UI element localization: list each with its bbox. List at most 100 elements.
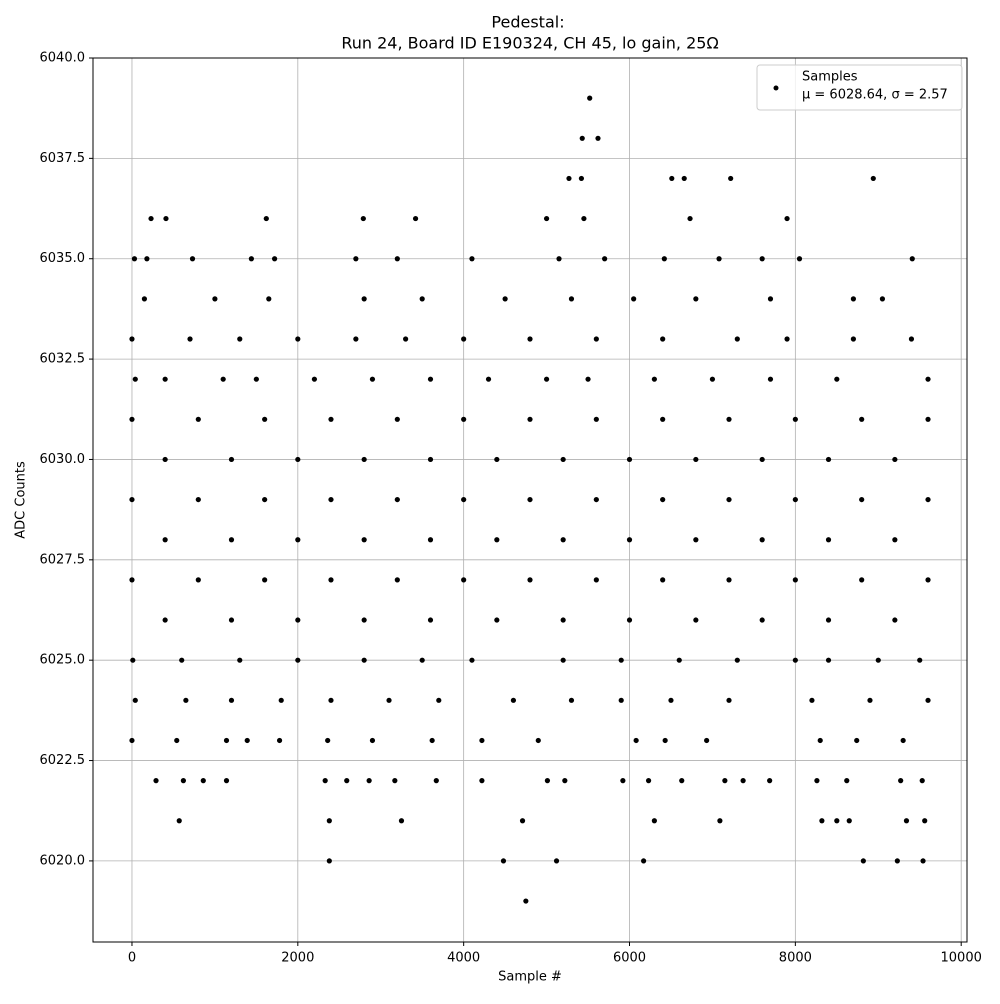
point — [693, 617, 699, 623]
point — [925, 416, 931, 422]
legend-box — [756, 64, 963, 111]
point — [759, 456, 765, 463]
point — [461, 577, 467, 583]
y-tick-label: 6027.5 — [40, 552, 86, 567]
point — [429, 737, 435, 744]
point — [141, 296, 148, 302]
point — [361, 657, 367, 663]
point — [825, 657, 832, 663]
point — [734, 657, 740, 663]
point — [392, 778, 398, 784]
point — [295, 537, 301, 543]
point — [560, 657, 566, 663]
point — [759, 617, 765, 623]
point — [581, 215, 587, 222]
point — [129, 737, 135, 744]
point — [726, 416, 732, 422]
y-axis-label: ADC Counts — [14, 461, 29, 539]
point — [276, 737, 283, 744]
point — [784, 215, 790, 222]
point — [469, 256, 475, 262]
point — [867, 697, 873, 703]
point — [361, 537, 367, 543]
point — [767, 778, 773, 784]
y-tick-label: 6040.0 — [40, 51, 86, 66]
point — [519, 818, 526, 824]
point — [556, 256, 562, 262]
chart-title: Pedestal: — [491, 13, 564, 32]
point — [195, 496, 201, 503]
point — [200, 778, 206, 784]
point — [834, 376, 840, 382]
point — [326, 818, 332, 824]
point — [909, 256, 915, 262]
point — [353, 336, 359, 342]
point — [263, 215, 269, 222]
point — [132, 697, 138, 703]
point — [681, 175, 687, 182]
point — [716, 256, 722, 262]
point — [228, 537, 235, 543]
x-tick-label: 4000 — [447, 951, 480, 966]
point — [353, 256, 359, 262]
point — [759, 256, 765, 262]
point — [668, 697, 674, 703]
y-tick-label: 6025.0 — [40, 653, 86, 668]
point — [602, 256, 608, 262]
point — [925, 697, 931, 703]
point — [792, 496, 798, 503]
y-tick-label: 6035.0 — [40, 251, 86, 266]
point — [394, 577, 400, 583]
legend-label: Samples — [802, 70, 858, 85]
point — [271, 256, 278, 262]
point — [875, 657, 881, 663]
x-tick-label: 2000 — [281, 951, 314, 966]
y-tick-label: 6022.5 — [40, 753, 86, 768]
point — [295, 456, 301, 463]
point — [212, 296, 218, 302]
point — [661, 256, 667, 262]
point — [427, 537, 434, 543]
point — [543, 376, 550, 382]
point — [660, 336, 666, 342]
point — [187, 336, 193, 342]
point — [494, 537, 500, 543]
point — [394, 256, 400, 262]
point — [361, 456, 367, 463]
point — [195, 416, 201, 422]
point — [412, 215, 419, 222]
point — [870, 175, 876, 182]
point — [879, 296, 886, 302]
point — [767, 376, 774, 382]
point — [792, 577, 798, 583]
point — [266, 296, 272, 302]
point — [566, 175, 572, 182]
point — [248, 256, 254, 262]
point — [925, 376, 931, 382]
legend-note: μ = 6028.64, σ = 2.57 — [802, 88, 948, 103]
point — [220, 376, 226, 382]
point — [237, 336, 243, 342]
point — [709, 376, 716, 382]
point — [461, 496, 467, 503]
y-tick-label: 6032.5 — [40, 352, 86, 367]
legend-marker — [773, 85, 779, 91]
point — [535, 737, 541, 744]
point — [360, 215, 366, 222]
point — [223, 737, 230, 744]
point — [328, 697, 334, 703]
point — [419, 657, 425, 663]
point — [228, 697, 235, 703]
point — [618, 697, 624, 703]
point — [527, 496, 533, 503]
point — [162, 617, 168, 623]
point — [369, 376, 376, 382]
point — [717, 818, 723, 824]
point — [859, 577, 865, 583]
point — [704, 737, 710, 744]
point — [809, 697, 815, 703]
point — [817, 737, 823, 744]
x-tick-label: 6000 — [613, 951, 646, 966]
point — [398, 818, 405, 824]
point — [386, 697, 392, 703]
